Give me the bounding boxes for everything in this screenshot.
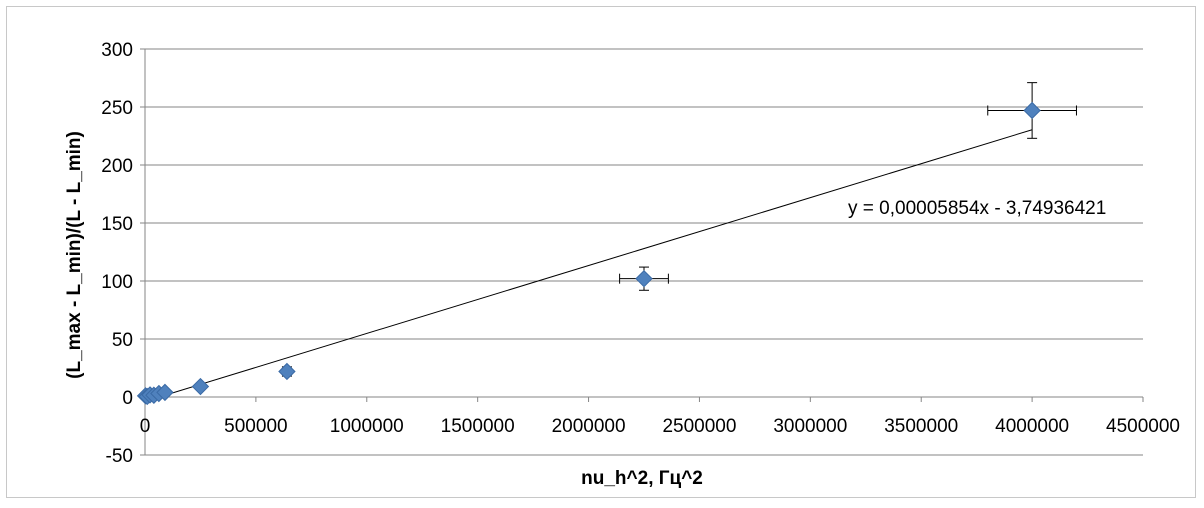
x-tick-label: 3000000 — [773, 416, 847, 437]
data-point — [1023, 101, 1041, 120]
data-point — [156, 383, 174, 402]
gridlines — [145, 48, 1143, 456]
data-point — [278, 362, 296, 381]
trendline — [144, 129, 1033, 402]
x-tick-label: 500000 — [224, 416, 287, 437]
trendline-layer — [144, 129, 1033, 402]
trendline-equation: y = 0,00005854x - 3,74936421 — [848, 198, 1106, 219]
x-tick-label: 1500000 — [441, 416, 515, 437]
axes — [140, 48, 1144, 456]
y-tick-label: -50 — [106, 446, 133, 467]
y-tick-label: 200 — [101, 156, 133, 177]
x-tick-label: 2000000 — [552, 416, 626, 437]
chart-area — [6, 6, 1196, 498]
y-tick-label: 50 — [112, 330, 133, 351]
y-tick-label: 300 — [101, 40, 133, 61]
data-point — [191, 377, 210, 396]
y-tick-label: 0 — [122, 388, 133, 409]
x-tick-label: 2500000 — [662, 416, 736, 437]
data-points — [136, 101, 1041, 406]
x-tick-label: 1000000 — [330, 416, 404, 437]
tick-labels: -50 0 50 100 150 200 250 300 0 500000 1000000 15000… — [101, 40, 1180, 467]
x-tick-label: 0 — [140, 416, 151, 437]
x-tick-label: 4000000 — [995, 416, 1069, 437]
x-axis-title: nu_h^2, Гц^2 — [581, 468, 703, 489]
y-tick-label: 150 — [101, 214, 133, 235]
x-tick-label: 3500000 — [884, 416, 958, 437]
data-point — [635, 269, 653, 288]
y-tick-label: 250 — [101, 98, 133, 119]
y-tick-label: 100 — [101, 272, 133, 293]
y-axis-title: (L_max - L_min)/(L - L_min) — [64, 131, 85, 379]
error-bars — [281, 82, 1077, 377]
x-tick-label: 4500000 — [1106, 416, 1180, 437]
